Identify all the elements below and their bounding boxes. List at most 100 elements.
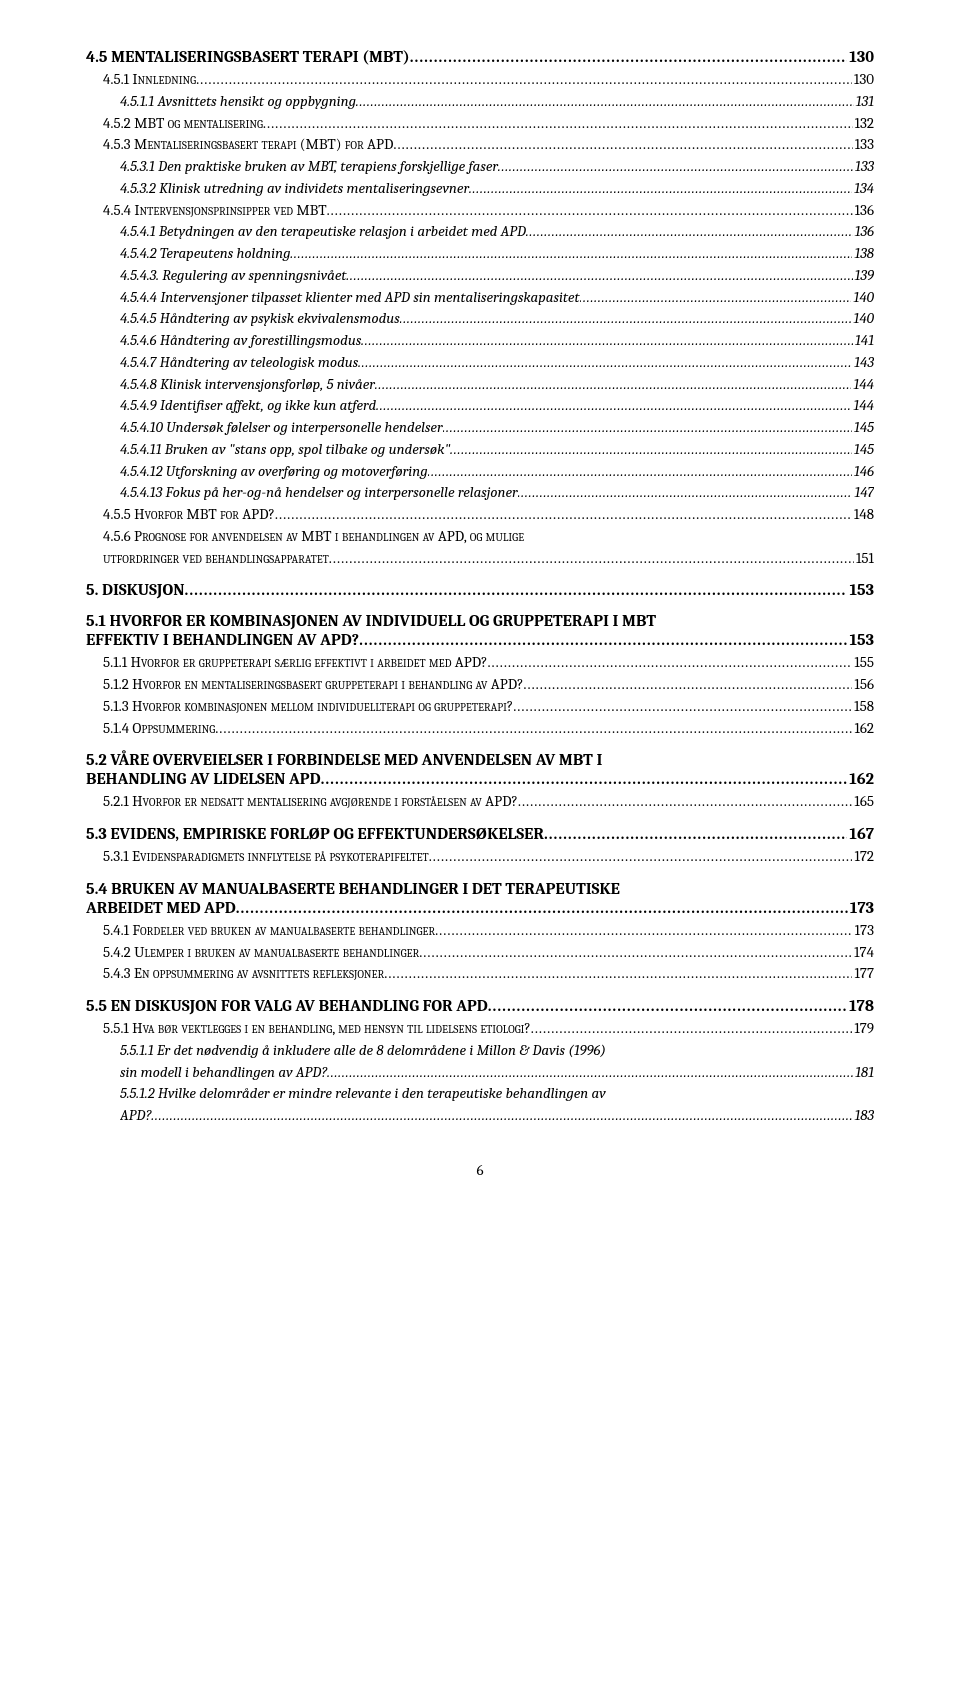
toc-entry: 4.5.4.3. Regulering av spenningsnivået13… bbox=[86, 265, 874, 287]
toc-entry-label: 5.1.3 Hvorfor kombinasjonen mellom indiv… bbox=[103, 696, 513, 718]
toc-entry-label: 4.5.4.9 Identifiser affekt, og ikke kun … bbox=[120, 395, 376, 417]
toc-entry-label: 4.5.4.11 Bruken av "stans opp, spol tilb… bbox=[120, 439, 450, 461]
toc-entry-page: 130 bbox=[847, 48, 874, 67]
toc-entry-page: 151 bbox=[854, 548, 874, 570]
toc-entry: 5.1.4 Oppsummering162 bbox=[86, 718, 874, 740]
toc-entry-tail: utfordringer ved behandlingsapparatet 151 bbox=[103, 548, 874, 570]
toc-entry-line1: 5.1 HVORFOR ER KOMBINASJONEN AV INDIVIDU… bbox=[86, 612, 874, 631]
toc-entry: 5.1.2 Hvorfor en mentaliseringsbasert gr… bbox=[86, 674, 874, 696]
toc-leader-dots bbox=[498, 156, 853, 178]
toc-entry-label: utfordringer ved behandlingsapparatet bbox=[103, 548, 329, 570]
toc-entry: 5.4.3 En oppsummering av avsnittets refl… bbox=[86, 963, 874, 985]
toc-entry: 4.5.4 Intervensjonsprinsipper ved MBT 136 bbox=[86, 200, 874, 222]
toc-leader-dots bbox=[321, 770, 848, 789]
toc-entry: 5.4.1 Fordeler ved bruken av manualbaser… bbox=[86, 920, 874, 942]
toc-entry-tail: sin modell i behandlingen av APD?181 bbox=[120, 1062, 874, 1084]
toc-entry: 5.5 EN DISKUSJON FOR VALG AV BEHANDLING … bbox=[86, 997, 874, 1016]
toc-entry-page: 162 bbox=[847, 770, 874, 789]
toc-entry-label: 4.5.4.1 Betydningen av den terapeutiske … bbox=[120, 221, 526, 243]
toc-entry: 5.4 BRUKEN AV MANUALBASERTE BEHANDLINGER… bbox=[86, 880, 874, 918]
toc-leader-dots bbox=[400, 308, 852, 330]
toc-entry-page: 131 bbox=[854, 91, 874, 113]
toc-entry: 4.5.3.2 Klinisk utredning av individets … bbox=[86, 178, 874, 200]
toc-entry-label: 4.5.4.4 Intervensjoner tilpasset kliente… bbox=[120, 287, 580, 309]
toc-entry: 5.1.1 Hvorfor er gruppeterapi særlig eff… bbox=[86, 652, 874, 674]
toc-entry-line1: 5.4 BRUKEN AV MANUALBASERTE BEHANDLINGER… bbox=[86, 880, 874, 899]
toc-entry-tail: ARBEIDET MED APD173 bbox=[86, 899, 874, 918]
toc-leader-dots bbox=[196, 69, 852, 91]
toc-leader-dots bbox=[513, 696, 852, 718]
toc-entry-page: 144 bbox=[851, 374, 874, 396]
toc-entry-label: 4.5.4.7 Håndtering av teleologisk modus bbox=[120, 352, 358, 374]
toc-entry-label: 4.5.4 Intervensjonsprinsipper ved MBT bbox=[103, 200, 327, 222]
toc-leader-dots bbox=[428, 461, 852, 483]
toc-entry-label: 4.5.1.1 Avsnittets hensikt og oppbygning bbox=[120, 91, 356, 113]
toc-entry: 5.3.1 Evidensparadigmets innflytelse på … bbox=[86, 846, 874, 868]
toc-entry-page: 183 bbox=[852, 1105, 874, 1127]
toc-leader-dots bbox=[263, 113, 853, 135]
toc-entry-label: 4.5.3.2 Klinisk utredning av individets … bbox=[120, 178, 469, 200]
toc-entry-label: 4.5.4.12 Utforskning av overføring og mo… bbox=[120, 461, 428, 483]
toc-entry-label: 4.5.4.8 Klinisk intervensjonsforløp, 5 n… bbox=[120, 374, 375, 396]
toc-leader-dots bbox=[429, 846, 853, 868]
toc-leader-dots bbox=[518, 791, 853, 813]
toc-leader-dots bbox=[215, 718, 852, 740]
toc-leader-dots bbox=[410, 48, 848, 67]
toc-entry-label: ARBEIDET MED APD bbox=[86, 899, 236, 918]
toc-entry: 5.2 VÅRE OVERVEIELSER I FORBINDELSE MED … bbox=[86, 751, 874, 789]
toc-leader-dots bbox=[435, 920, 853, 942]
toc-leader-dots bbox=[580, 287, 852, 309]
toc-entry-page: 147 bbox=[852, 482, 874, 504]
toc-leader-dots bbox=[236, 899, 848, 918]
toc-entry-label: 5. DISKUSJON bbox=[86, 581, 185, 600]
toc-entry-page: 177 bbox=[852, 963, 874, 985]
toc-entry-page: 141 bbox=[853, 330, 874, 352]
toc-entry: 4.5 MENTALISERINGSBASERT TERAPI (MBT) 130 bbox=[86, 48, 874, 67]
toc-entry-label: 5.3.1 Evidensparadigmets innflytelse på … bbox=[103, 846, 429, 868]
toc-entry-page: 133 bbox=[853, 156, 874, 178]
toc-entry-label: 5.2.1 Hvorfor er nedsatt mentalisering a… bbox=[103, 791, 518, 813]
toc-entry-label: 4.5.4.10 Undersøk følelser og interperso… bbox=[120, 417, 443, 439]
toc-leader-dots bbox=[443, 417, 852, 439]
toc-leader-dots bbox=[356, 91, 854, 113]
toc-entry-page: 153 bbox=[847, 631, 874, 650]
toc-leader-dots bbox=[487, 652, 852, 674]
toc-leader-dots bbox=[358, 352, 852, 374]
toc-entry-label: 4.5 MENTALISERINGSBASERT TERAPI (MBT) bbox=[86, 48, 410, 67]
toc-entry-page: 130 bbox=[852, 69, 874, 91]
toc-entry-page: 145 bbox=[852, 417, 874, 439]
toc-entry-page: 178 bbox=[847, 997, 874, 1016]
toc-leader-dots bbox=[329, 548, 854, 570]
toc-entry-label: 5.4.1 Fordeler ved bruken av manualbaser… bbox=[103, 920, 435, 942]
toc-entry-label: 5.4.2 Ulemper i bruken av manualbaserte … bbox=[103, 942, 419, 964]
toc-leader-dots bbox=[361, 330, 853, 352]
toc-entry-page: 153 bbox=[847, 581, 874, 600]
toc-entry-label: 4.5.4.13 Fokus på her-og-nå hendelser og… bbox=[120, 482, 518, 504]
toc-entry: 5.4.2 Ulemper i bruken av manualbaserte … bbox=[86, 942, 874, 964]
toc-entry: 4.5.3 Mentaliseringsbasert terapi (MBT) … bbox=[86, 134, 874, 156]
toc-entry-page: 136 bbox=[853, 221, 874, 243]
toc-entry-page: 179 bbox=[852, 1018, 874, 1040]
toc-entry-page: 132 bbox=[853, 113, 874, 135]
toc-entry-label: 4.5.1 Innledning bbox=[103, 69, 196, 91]
toc-entry-page: 134 bbox=[852, 178, 874, 200]
toc-entry-label: 5.1.4 Oppsummering bbox=[103, 718, 215, 740]
toc-leader-dots bbox=[275, 504, 852, 526]
toc-entry-page: 165 bbox=[852, 791, 874, 813]
toc-entry-label: 4.5.4.2 Terapeutens holdning bbox=[120, 243, 290, 265]
toc-entry: 4.5.4.9 Identifiser affekt, og ikke kun … bbox=[86, 395, 874, 417]
toc-entry-label: 5.5 EN DISKUSJON FOR VALG AV BEHANDLING … bbox=[86, 997, 488, 1016]
toc-entry-page: 158 bbox=[852, 696, 874, 718]
toc-entry: 4.5.4.7 Håndtering av teleologisk modus1… bbox=[86, 352, 874, 374]
toc-entry-label: APD? bbox=[120, 1105, 151, 1127]
toc-entry: 4.5.4.12 Utforskning av overføring og mo… bbox=[86, 461, 874, 483]
toc-entry: 4.5.4.10 Undersøk følelser og interperso… bbox=[86, 417, 874, 439]
toc-leader-dots bbox=[290, 243, 852, 265]
toc-entry-line1: 5.5.1.1 Er det nødvendig å inkludere all… bbox=[120, 1040, 874, 1062]
toc-entry: 5. DISKUSJON 153 bbox=[86, 581, 874, 600]
toc-entry-page: 136 bbox=[853, 200, 874, 222]
toc-leader-dots bbox=[185, 581, 848, 600]
toc-entry-page: 155 bbox=[852, 652, 874, 674]
toc-leader-dots bbox=[450, 439, 852, 461]
toc-entry-label: 4.5.4.6 Håndtering av forestillingsmodus bbox=[120, 330, 361, 352]
